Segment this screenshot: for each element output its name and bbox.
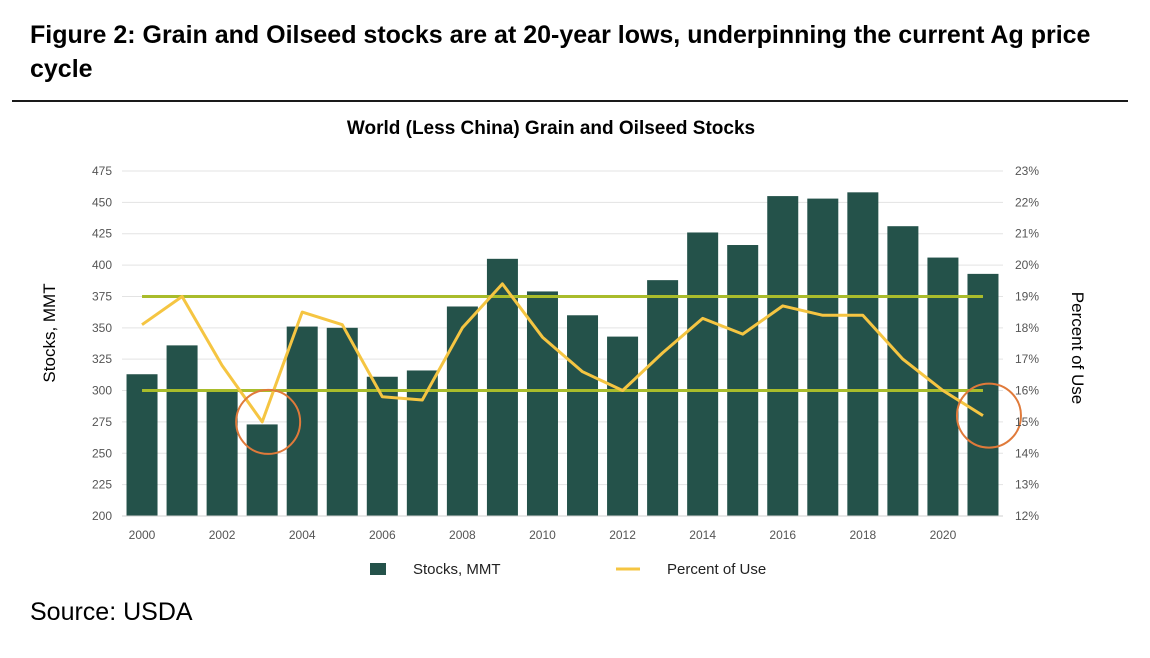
bar-2019	[887, 226, 919, 516]
y2-tick-label: 18%	[1015, 321, 1039, 335]
y2-tick-label: 19%	[1015, 289, 1039, 303]
x-tick-label: 2002	[209, 528, 236, 542]
legend-swatch-stocks	[370, 563, 386, 575]
y2-tick-label: 15%	[1015, 415, 1039, 429]
y-tick-label: 400	[92, 258, 112, 272]
y2-tick-label: 23%	[1015, 164, 1039, 178]
y2-tick-label: 12%	[1015, 509, 1039, 523]
y-tick-label: 325	[92, 352, 112, 366]
bar-2016	[767, 196, 799, 516]
highlight-circle-2003	[235, 388, 302, 455]
chart-title: World (Less China) Grain and Oilseed Sto…	[347, 118, 755, 139]
x-tick-label: 2014	[689, 528, 716, 542]
bar-2006	[366, 376, 398, 516]
bar-2021	[967, 273, 999, 516]
y2-tick-label: 22%	[1015, 195, 1039, 209]
title-divider	[12, 100, 1128, 102]
bar-2012	[607, 336, 639, 516]
y2-tick-label: 17%	[1015, 352, 1039, 366]
y-tick-label: 275	[92, 415, 112, 429]
y-tick-label: 225	[92, 478, 112, 492]
percent-of-use-line	[141, 282, 984, 424]
bar-2014	[687, 232, 719, 517]
bar-2011	[567, 315, 599, 516]
y2-tick-label: 21%	[1015, 227, 1039, 241]
bar-2020	[927, 257, 959, 516]
source-note: Source: USDA	[30, 598, 193, 626]
y2-tick-label: 20%	[1015, 258, 1039, 272]
bar-2013	[647, 280, 679, 516]
x-tick-label: 2004	[289, 528, 316, 542]
x-tick-label: 2008	[449, 528, 476, 542]
figure-title: Figure 2: Grain and Oilseed stocks are a…	[30, 21, 1091, 83]
y-tick-label: 375	[92, 289, 112, 303]
bar-2003	[246, 424, 278, 516]
y-tick-label: 200	[92, 509, 112, 523]
x-tick-label: 2000	[129, 528, 156, 542]
x-tick-label: 2018	[849, 528, 876, 542]
x-tick-label: 2020	[930, 528, 957, 542]
y2-tick-label: 16%	[1015, 384, 1039, 398]
bar-2007	[406, 370, 438, 516]
y-tick-label: 300	[92, 384, 112, 398]
bar-2001	[166, 345, 198, 516]
y2-axis-label: Percent of Use	[1068, 292, 1087, 404]
y-axis-label: Stocks, MMT	[40, 283, 59, 382]
bar-2002	[206, 390, 238, 516]
bar-2015	[727, 245, 759, 516]
y-tick-label: 350	[92, 321, 112, 335]
highlight-circle-2021	[955, 382, 1022, 449]
bar-2005	[326, 327, 358, 516]
bar-2010	[526, 291, 558, 516]
y-tick-label: 250	[92, 446, 112, 460]
y-tick-label: 425	[92, 227, 112, 241]
bar-2017	[807, 198, 839, 516]
x-tick-label: 2006	[369, 528, 396, 542]
y2-tick-label: 14%	[1015, 446, 1039, 460]
bar-2004	[286, 326, 318, 516]
bar-2000	[126, 374, 158, 516]
x-tick-label: 2016	[769, 528, 796, 542]
legend-label-percent: Percent of Use	[667, 561, 766, 578]
bar-2008	[446, 306, 478, 516]
x-tick-label: 2012	[609, 528, 636, 542]
x-tick-label: 2010	[529, 528, 556, 542]
legend-label-stocks: Stocks, MMT	[413, 561, 501, 578]
bar-2009	[486, 258, 518, 516]
y2-tick-label: 13%	[1015, 478, 1039, 492]
bar-2018	[847, 192, 879, 516]
y-tick-label: 450	[92, 195, 112, 209]
y-tick-label: 475	[92, 164, 112, 178]
